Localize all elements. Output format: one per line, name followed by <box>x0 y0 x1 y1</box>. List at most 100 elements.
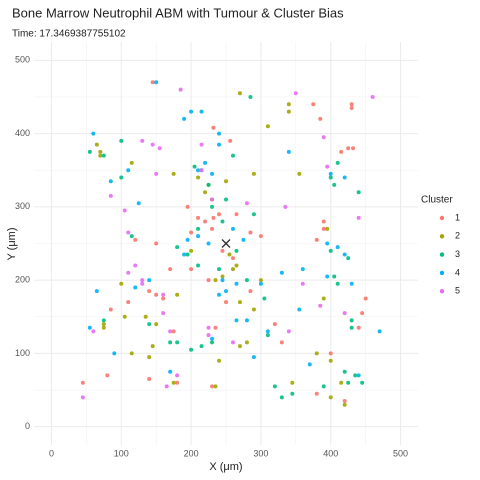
point <box>346 380 351 385</box>
point <box>196 175 201 180</box>
point <box>234 263 239 268</box>
point <box>251 171 256 176</box>
point <box>258 281 263 286</box>
point <box>126 300 131 305</box>
point <box>220 248 225 253</box>
point <box>342 175 347 180</box>
legend-label: 4 <box>455 267 460 277</box>
point <box>325 241 330 246</box>
point <box>203 190 208 195</box>
point <box>154 322 159 327</box>
x-tick-label: 100 <box>114 448 129 458</box>
point <box>356 325 361 330</box>
point <box>363 296 368 301</box>
point <box>328 395 333 400</box>
point <box>91 329 96 334</box>
point <box>335 160 340 165</box>
point <box>293 91 298 96</box>
point <box>133 237 138 242</box>
point <box>161 292 166 297</box>
point <box>224 289 228 294</box>
point <box>211 215 216 220</box>
point <box>265 333 270 338</box>
point <box>133 263 138 268</box>
point <box>224 179 228 184</box>
point <box>332 274 337 279</box>
point <box>279 395 284 400</box>
legend-swatch <box>439 215 445 221</box>
point <box>314 351 319 356</box>
point <box>98 149 103 154</box>
point <box>349 105 354 110</box>
point <box>328 248 333 253</box>
point <box>241 237 246 242</box>
point <box>286 109 291 114</box>
point <box>189 347 194 352</box>
point <box>230 226 235 231</box>
point <box>321 219 326 224</box>
point <box>325 226 330 231</box>
point <box>234 281 239 286</box>
point <box>251 307 256 312</box>
point <box>112 351 117 356</box>
point <box>157 146 162 151</box>
point <box>122 314 127 319</box>
point <box>150 344 155 349</box>
point <box>224 197 228 202</box>
legend-swatch <box>439 252 445 257</box>
point <box>244 278 249 283</box>
y-tick-label: 100 <box>15 348 30 358</box>
chart-title: Bone Marrow Neutrophil ABM with Tumour &… <box>12 5 344 20</box>
point <box>237 300 242 305</box>
point <box>262 296 267 301</box>
point <box>353 373 358 378</box>
point <box>108 193 113 198</box>
point <box>248 94 253 99</box>
x-tick-label: 400 <box>323 448 338 458</box>
point <box>248 289 253 294</box>
point <box>185 204 190 209</box>
point <box>335 281 340 286</box>
point <box>119 281 124 286</box>
point <box>101 322 106 327</box>
point <box>147 278 152 283</box>
point <box>217 142 222 147</box>
point <box>108 179 113 184</box>
point <box>300 267 305 272</box>
point <box>80 395 85 400</box>
point <box>286 149 291 154</box>
point <box>108 307 113 312</box>
x-tick-label: 200 <box>184 448 199 458</box>
point <box>210 384 215 389</box>
point <box>265 329 270 334</box>
point <box>228 138 233 143</box>
point <box>237 91 242 96</box>
point <box>300 281 305 286</box>
point <box>168 340 173 345</box>
point <box>175 292 180 297</box>
point <box>220 219 225 224</box>
point <box>101 318 106 323</box>
point <box>175 340 180 345</box>
point <box>210 336 215 341</box>
point <box>290 391 295 396</box>
point <box>136 201 141 206</box>
point <box>189 267 194 272</box>
point <box>346 146 351 151</box>
point <box>210 340 215 345</box>
point <box>154 241 159 246</box>
point <box>210 171 215 176</box>
point <box>154 80 159 85</box>
x-tick-label: 300 <box>253 448 268 458</box>
point <box>290 380 295 385</box>
point <box>258 234 263 239</box>
tumour-marker <box>221 239 231 248</box>
point <box>370 94 375 99</box>
point <box>171 380 176 385</box>
point <box>206 278 211 283</box>
point <box>185 237 190 242</box>
point <box>196 215 201 220</box>
point <box>126 270 131 275</box>
point <box>342 369 347 374</box>
point <box>87 325 92 330</box>
